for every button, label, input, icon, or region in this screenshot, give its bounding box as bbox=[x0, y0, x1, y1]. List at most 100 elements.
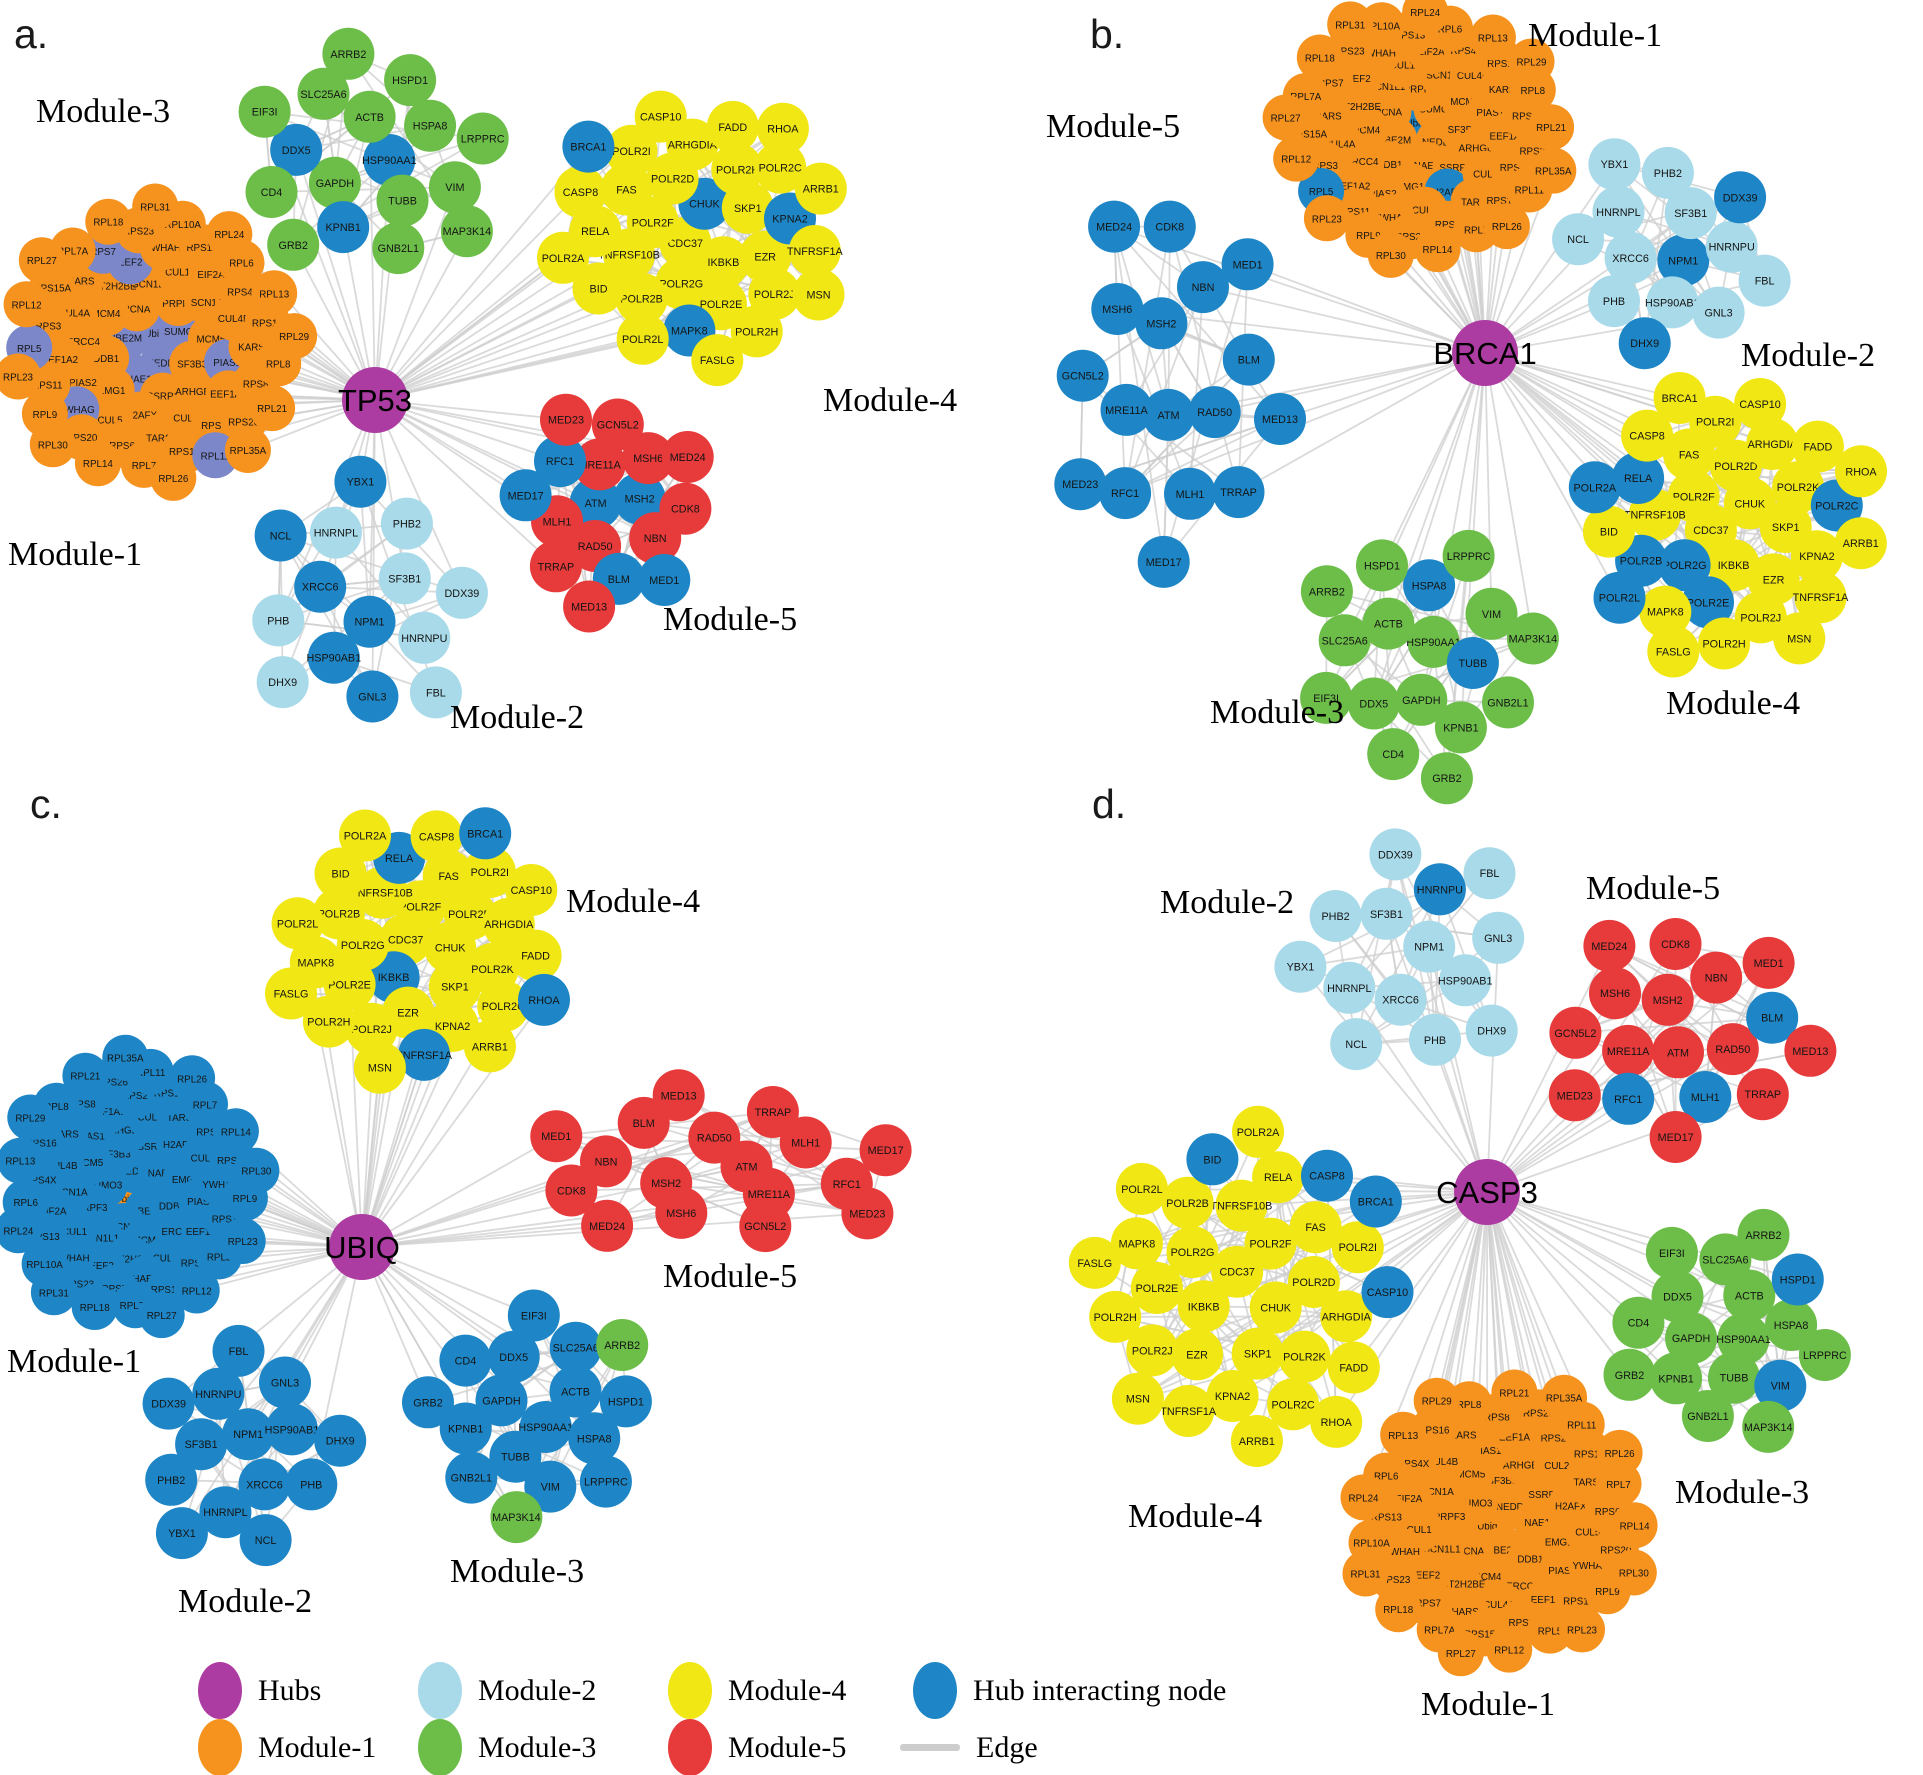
node-PHB2[interactable] bbox=[1309, 890, 1362, 942]
node-YBX1[interactable] bbox=[334, 455, 387, 508]
node-RPL14[interactable] bbox=[74, 440, 121, 487]
node-SLC25A6[interactable] bbox=[1318, 614, 1371, 667]
node-RPL12[interactable] bbox=[173, 1267, 220, 1314]
node-RPL29[interactable] bbox=[1508, 38, 1555, 85]
node-POLR2D[interactable] bbox=[1287, 1256, 1340, 1308]
node-RPL18[interactable] bbox=[1375, 1586, 1422, 1633]
node-MED13[interactable] bbox=[1254, 393, 1306, 445]
node-CHUK[interactable] bbox=[1249, 1281, 1302, 1334]
node-KPNB1[interactable] bbox=[439, 1402, 492, 1455]
node-RHOA[interactable] bbox=[1310, 1395, 1363, 1448]
node-SF3B1[interactable] bbox=[1360, 887, 1413, 940]
node-RAD50[interactable] bbox=[688, 1111, 741, 1164]
node-FBL[interactable] bbox=[212, 1324, 265, 1377]
node-CDK8[interactable] bbox=[659, 482, 712, 535]
node-FADD[interactable] bbox=[509, 929, 562, 982]
node-HSPD1[interactable] bbox=[1356, 539, 1408, 592]
node-POLR2K[interactable] bbox=[711, 143, 764, 196]
node-RPL13[interactable] bbox=[1469, 14, 1516, 61]
node-CASP8[interactable] bbox=[410, 810, 463, 863]
node-POLR2H[interactable] bbox=[1698, 617, 1751, 670]
node-YBX1[interactable] bbox=[1274, 940, 1327, 993]
node-CD4[interactable] bbox=[1367, 728, 1420, 781]
node-MSH2[interactable] bbox=[1641, 973, 1694, 1026]
node-DDX5[interactable] bbox=[487, 1330, 540, 1383]
node-FASLG[interactable] bbox=[691, 334, 744, 387]
hub-node-BRCA1[interactable] bbox=[1452, 320, 1518, 386]
node-RPL21[interactable] bbox=[1491, 1369, 1538, 1416]
node-KPNB1[interactable] bbox=[1650, 1352, 1703, 1405]
node-CD4[interactable] bbox=[1612, 1296, 1665, 1349]
node-LRPPRC[interactable] bbox=[1442, 529, 1495, 582]
node-POLR2I[interactable] bbox=[605, 124, 658, 177]
node-TNFRSF1A[interactable] bbox=[788, 225, 841, 277]
node-IKBKB[interactable] bbox=[697, 236, 750, 289]
node-DDX39[interactable] bbox=[142, 1377, 195, 1430]
node-RPL31[interactable] bbox=[1327, 1, 1374, 48]
node-FADD[interactable] bbox=[1791, 420, 1844, 473]
node-ACTB[interactable] bbox=[1362, 597, 1415, 650]
node-MED23[interactable] bbox=[540, 393, 592, 446]
node-MSN[interactable] bbox=[1111, 1372, 1164, 1425]
node-PHB[interactable] bbox=[1588, 275, 1640, 328]
node-GAPDH[interactable] bbox=[308, 156, 361, 209]
node-XRCC6[interactable] bbox=[294, 560, 347, 613]
node-PHB[interactable] bbox=[1409, 1013, 1461, 1066]
node-POLR2J[interactable] bbox=[345, 1002, 398, 1055]
node-RHOA[interactable] bbox=[1835, 445, 1887, 498]
node-CASP8[interactable] bbox=[554, 166, 607, 218]
node-MAP3K14[interactable] bbox=[490, 1491, 543, 1544]
node-TRRAP[interactable] bbox=[1212, 466, 1265, 519]
node-SF3B1[interactable] bbox=[175, 1418, 228, 1471]
node-RAD50[interactable] bbox=[1706, 1023, 1759, 1076]
node-POLR2L[interactable] bbox=[1115, 1162, 1168, 1215]
node-CD4[interactable] bbox=[245, 166, 298, 218]
node-ACTB[interactable] bbox=[549, 1365, 602, 1418]
node-RPL13[interactable] bbox=[1380, 1411, 1427, 1458]
node-VIM[interactable] bbox=[1465, 587, 1518, 640]
node-FAS[interactable] bbox=[600, 163, 653, 216]
node-GAPDH[interactable] bbox=[475, 1374, 528, 1427]
node-DDX39[interactable] bbox=[435, 566, 488, 619]
node-HNRNPU[interactable] bbox=[192, 1367, 245, 1420]
node-RPL18[interactable] bbox=[1296, 34, 1343, 81]
node-NBN[interactable] bbox=[1690, 951, 1743, 1004]
node-MLH1[interactable] bbox=[779, 1116, 832, 1169]
node-CASP10[interactable] bbox=[505, 864, 558, 916]
node-PHB2[interactable] bbox=[145, 1453, 198, 1506]
node-HNRNPL[interactable] bbox=[199, 1486, 252, 1539]
node-POLR2L[interactable] bbox=[271, 897, 324, 950]
node-MSN[interactable] bbox=[1773, 612, 1826, 665]
node-PHB2[interactable] bbox=[1641, 146, 1694, 199]
node-RPL24[interactable] bbox=[1340, 1474, 1387, 1521]
node-XRCC6[interactable] bbox=[238, 1458, 291, 1511]
node-RPL29[interactable] bbox=[1413, 1377, 1460, 1424]
node-NBN[interactable] bbox=[1177, 261, 1229, 314]
hub-node-CASP3[interactable] bbox=[1454, 1159, 1520, 1225]
node-TUBB[interactable] bbox=[376, 174, 429, 227]
node-FASLG[interactable] bbox=[1647, 625, 1700, 678]
node-PHB2[interactable] bbox=[380, 497, 433, 550]
node-HSPA8[interactable] bbox=[404, 99, 457, 152]
node-NCL[interactable] bbox=[239, 1514, 292, 1567]
node-POLR2B[interactable] bbox=[312, 887, 365, 940]
node-HSP90AA1[interactable] bbox=[1407, 615, 1460, 668]
node-CD4[interactable] bbox=[439, 1334, 492, 1387]
node-HSPA8[interactable] bbox=[1765, 1299, 1818, 1351]
node-RPL14[interactable] bbox=[1414, 226, 1461, 273]
node-EIF3I[interactable] bbox=[238, 85, 291, 138]
node-EZR[interactable] bbox=[1171, 1328, 1224, 1381]
node-POLR2K[interactable] bbox=[1772, 461, 1825, 514]
node-POLR2I[interactable] bbox=[463, 846, 516, 898]
node-DDX39[interactable] bbox=[1714, 171, 1767, 224]
node-GNB2L1[interactable] bbox=[1681, 1390, 1734, 1442]
node-POLR2H[interactable] bbox=[1089, 1290, 1142, 1343]
node-CASP10[interactable] bbox=[634, 90, 687, 143]
node-POLR2I[interactable] bbox=[1331, 1221, 1384, 1274]
node-RPL14[interactable] bbox=[1611, 1502, 1658, 1549]
node-HNRNPL[interactable] bbox=[1323, 961, 1376, 1014]
node-HSP90AB1[interactable] bbox=[265, 1403, 318, 1456]
node-RFC1[interactable] bbox=[1099, 467, 1152, 520]
node-PHB[interactable] bbox=[252, 594, 305, 647]
node-MED24[interactable] bbox=[581, 1199, 634, 1252]
